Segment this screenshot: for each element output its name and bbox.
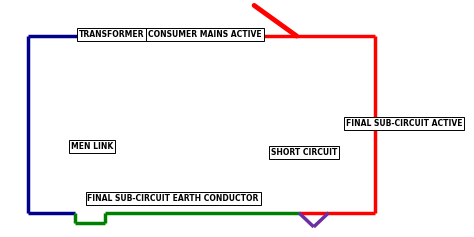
- Text: FINAL SUB-CIRCUIT EARTH CONDUCTOR: FINAL SUB-CIRCUIT EARTH CONDUCTOR: [88, 194, 259, 203]
- Text: MEN LINK: MEN LINK: [71, 142, 113, 151]
- Text: FINAL SUB-CIRCUIT ACTIVE: FINAL SUB-CIRCUIT ACTIVE: [346, 119, 462, 128]
- Text: CONSUMER MAINS ACTIVE: CONSUMER MAINS ACTIVE: [148, 30, 262, 39]
- Text: SHORT CIRCUIT: SHORT CIRCUIT: [271, 148, 337, 157]
- Text: TRANSFORMER: TRANSFORMER: [79, 30, 144, 39]
